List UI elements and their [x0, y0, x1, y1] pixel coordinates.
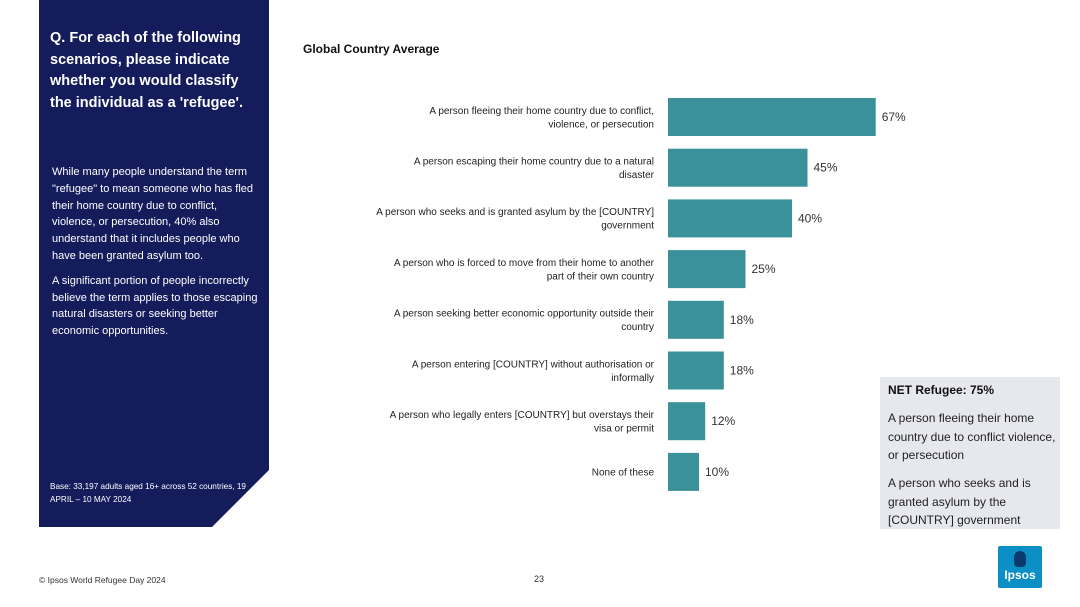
summary-text: While many people understand the term "r… [52, 164, 260, 348]
base-note: Base: 33,197 adults aged 16+ across 52 c… [50, 482, 246, 504]
data-label-1: 67% [882, 110, 906, 124]
category-label-5: A person seeking better economic opportu… [394, 309, 655, 334]
bar-3 [668, 199, 792, 238]
category-label-4: A person who is forced to move from thei… [394, 258, 655, 283]
category-label-8: None of these [592, 467, 655, 478]
data-label-5: 18% [730, 313, 754, 327]
data-label-8: 10% [705, 465, 729, 479]
bar-8 [668, 452, 699, 491]
data-label-6: 18% [730, 364, 754, 378]
data-label-2: 45% [814, 161, 838, 175]
net-refugee-title: NET Refugee: 75% [888, 383, 995, 397]
summary-paragraph-2: A significant portion of people incorrec… [52, 274, 258, 338]
category-label-6: A person entering [COUNTRY] without auth… [412, 359, 655, 384]
logo-mark-icon [1014, 551, 1026, 567]
summary-paragraph-1: While many people understand the term "r… [52, 166, 254, 262]
net-item-1: A person fleeing their home country due … [888, 411, 1056, 462]
bar-6 [668, 351, 724, 390]
footer-source: © Ipsos World Refugee Day 2024 [39, 575, 166, 585]
data-label-7: 12% [711, 414, 735, 428]
net-item-2: A person who seeks and is granted asylum… [888, 476, 1031, 527]
bar-5 [668, 300, 724, 339]
page-number: 23 [534, 574, 545, 584]
bar-4 [668, 250, 746, 289]
data-label-3: 40% [798, 211, 822, 225]
bar-1 [668, 98, 876, 136]
left-panel: Q. For each of the following scenarios, … [39, 0, 269, 527]
category-label-2: A person escaping their home country due… [414, 156, 655, 181]
ipsos-logo: Ipsos [998, 546, 1042, 588]
logo-text: Ipsos [1004, 568, 1036, 582]
question-text: Q. For each of the following scenarios, … [50, 30, 244, 111]
bar-2 [668, 148, 808, 187]
data-label-4: 25% [752, 262, 776, 276]
net-refugee-box: NET Refugee: 75% A person fleeing their … [880, 377, 1060, 529]
category-label-3: A person who seeks and is granted asylum… [376, 207, 654, 232]
category-label-7: A person who legally enters [COUNTRY] bu… [390, 410, 655, 435]
category-label-1: A person fleeing their home country due … [429, 106, 654, 131]
chart-title: Global Country Average [303, 42, 440, 56]
bar-7 [668, 402, 706, 441]
